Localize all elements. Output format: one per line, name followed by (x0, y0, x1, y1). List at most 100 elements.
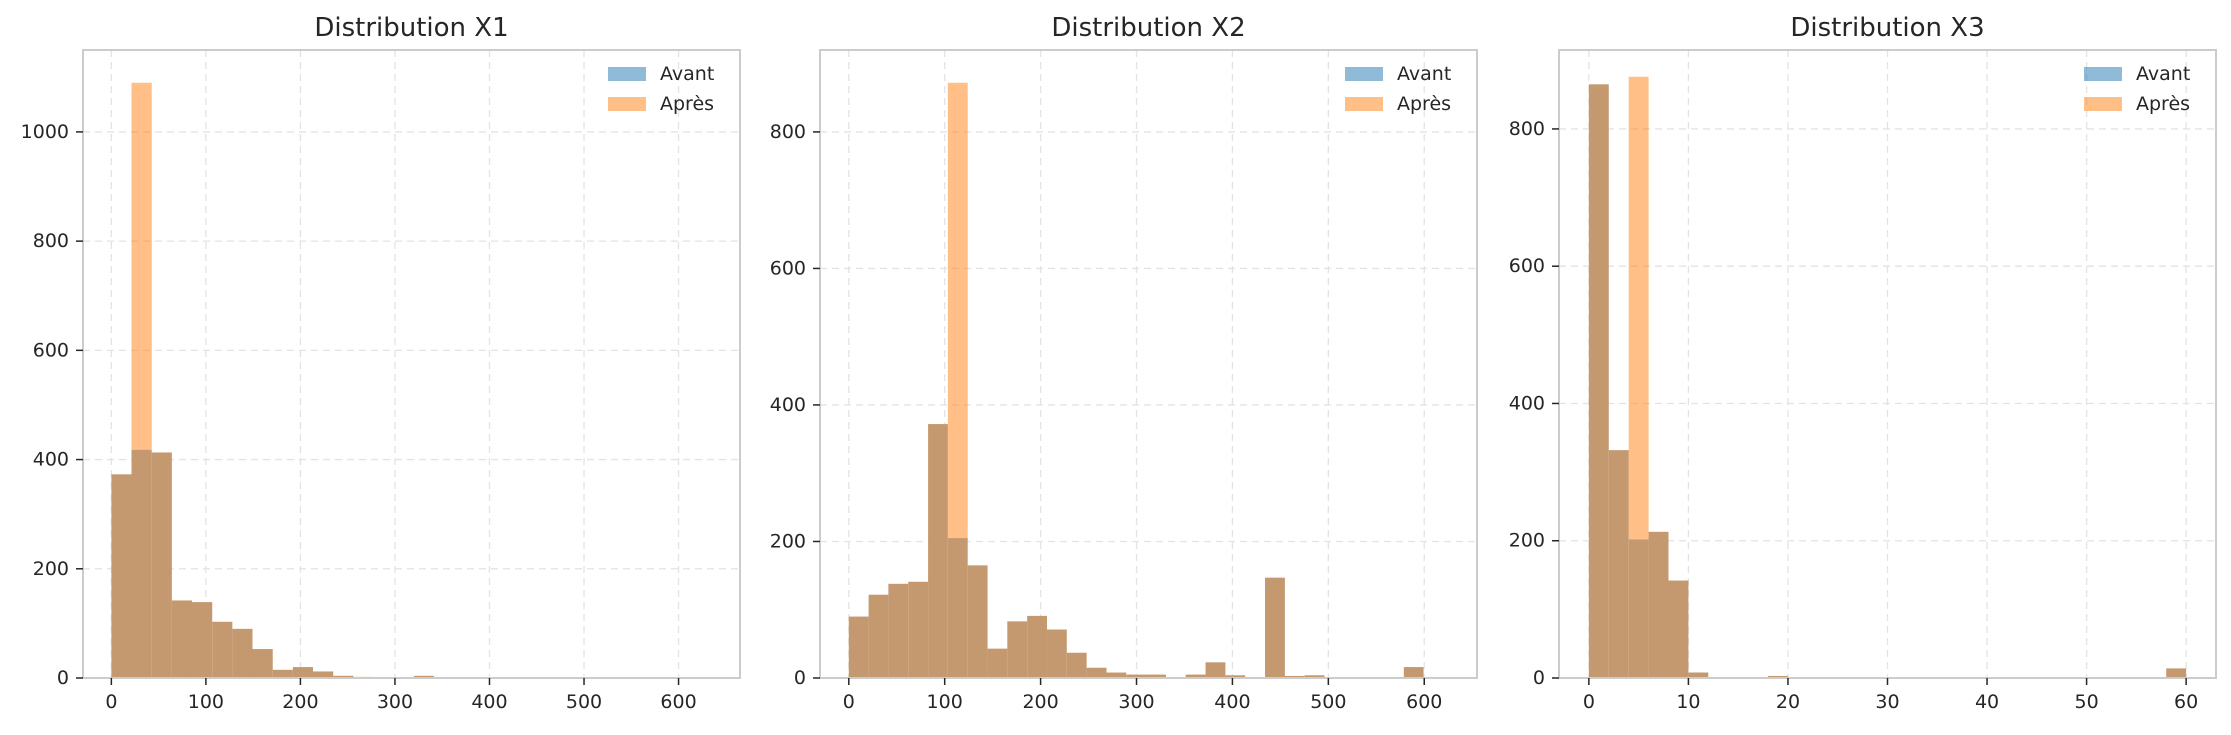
bar-overlap (191, 602, 213, 678)
y-tick-label: 200 (1509, 530, 1545, 552)
bar-overlap (888, 583, 909, 678)
bar-apres (131, 82, 152, 450)
bar-overlap (1106, 672, 1127, 678)
bar-overlap (1688, 672, 1709, 678)
x-tick-label: 40 (1975, 691, 1999, 713)
bar-overlap (2166, 668, 2187, 678)
legend-swatch-apres (608, 97, 646, 111)
bar-overlap (1403, 667, 1424, 678)
plot-frame (819, 49, 1478, 679)
bar-overlap (1047, 629, 1067, 678)
y-tick-label: 400 (33, 449, 69, 471)
chart-title: Distribution X2 (1051, 13, 1245, 43)
x-tick-label: 200 (1022, 691, 1058, 713)
x-tick-label: 0 (843, 691, 855, 713)
x-tick-label: 300 (1118, 691, 1154, 713)
bar-overlap (413, 675, 434, 678)
legend-label: Après (2136, 93, 2190, 115)
bar-overlap (312, 671, 334, 678)
legend-label: Avant (660, 63, 714, 85)
y-tick-label: 200 (770, 530, 806, 552)
bar-overlap (1304, 675, 1325, 678)
bar-overlap (928, 424, 948, 678)
x-tick-label: 0 (1583, 691, 1595, 713)
x-tick-label: 10 (1676, 691, 1700, 713)
legend-swatch-apres (2084, 97, 2122, 111)
y-tick-label: 600 (1509, 255, 1545, 277)
x-tick-label: 600 (660, 691, 696, 713)
legend-label: Après (1397, 93, 1451, 115)
y-tick-label: 600 (770, 257, 806, 279)
y-tick-label: 400 (770, 394, 806, 416)
x-tick-label: 50 (2074, 691, 2098, 713)
legend-label: Avant (2136, 63, 2190, 85)
x-tick-label: 600 (1406, 691, 1442, 713)
bar-overlap (1628, 539, 1649, 678)
bars (848, 82, 1424, 678)
bar-overlap (1284, 675, 1305, 678)
legend-swatch-avant (1345, 67, 1383, 81)
bar-overlap (1648, 531, 1669, 678)
x-tick-label: 0 (105, 691, 117, 713)
bar-overlap (967, 565, 988, 678)
x-tick-label: 400 (471, 691, 507, 713)
bar-overlap (171, 600, 192, 678)
bar-overlap (111, 474, 132, 678)
bar-overlap (1225, 675, 1246, 678)
legend-swatch-avant (608, 67, 646, 81)
bar-overlap (1608, 450, 1629, 678)
legend: Avant Après (2084, 63, 2190, 115)
bar-overlap (947, 538, 968, 678)
y-tick-label: 600 (33, 339, 69, 361)
chart-title: Distribution X3 (1790, 13, 1984, 43)
bar-overlap (333, 675, 354, 678)
y-tick-label: 800 (1509, 118, 1545, 140)
x-tick-label: 100 (927, 691, 963, 713)
bar-overlap (848, 616, 869, 678)
x-tick-label: 200 (282, 691, 318, 713)
x-tick-label: 60 (2174, 691, 2198, 713)
legend-label: Avant (1397, 63, 1451, 85)
bar-overlap (131, 449, 152, 678)
legend: Avant Après (1345, 63, 1451, 115)
bar-overlap (1668, 580, 1689, 678)
y-tick-label: 0 (794, 667, 806, 689)
x-tick-label: 500 (566, 691, 602, 713)
bar-overlap (1146, 674, 1166, 678)
bar-apres (947, 82, 968, 539)
x-tick-label: 400 (1214, 691, 1250, 713)
bar-overlap (1185, 674, 1206, 678)
bar-overlap (1768, 675, 1788, 678)
bar-overlap (908, 581, 929, 678)
legend-label: Après (660, 93, 714, 115)
x-tick-label: 100 (188, 691, 224, 713)
bar-overlap (1126, 674, 1147, 678)
grid-lines (820, 50, 1477, 679)
bar-overlap (252, 649, 273, 678)
legend-swatch-avant (2084, 67, 2122, 81)
y-tick-label: 1000 (21, 121, 69, 143)
bars (1588, 76, 2187, 678)
subplot-1: 0 100 200 300 400 500 600 0 200 400 600 800 1000 Dist… (21, 13, 741, 713)
bars (111, 82, 596, 678)
bar-overlap (212, 621, 233, 678)
grid-lines (83, 50, 740, 679)
y-tick-label: 0 (1533, 667, 1545, 689)
bar-overlap (1066, 652, 1087, 678)
x-tick-label: 30 (1875, 691, 1899, 713)
legend-swatch-apres (1345, 97, 1383, 111)
bar-overlap (1007, 621, 1028, 678)
bar-overlap (1588, 84, 1609, 678)
bar-overlap (868, 594, 889, 678)
bar-overlap (1027, 615, 1048, 678)
bar-overlap (1205, 662, 1226, 678)
bar-overlap (1265, 577, 1285, 678)
bar-overlap (232, 628, 253, 678)
bar-overlap (987, 648, 1008, 678)
x-tick-label: 20 (1776, 691, 1800, 713)
plot-frame (82, 49, 741, 679)
y-tick-label: 800 (33, 230, 69, 252)
